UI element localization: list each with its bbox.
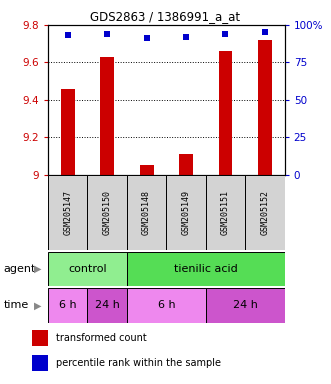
Text: GSM205152: GSM205152 [260, 190, 269, 235]
Text: 6 h: 6 h [59, 300, 76, 310]
Text: GSM205149: GSM205149 [181, 190, 191, 235]
Text: transformed count: transformed count [56, 333, 146, 343]
Text: 24 h: 24 h [95, 300, 119, 310]
Bar [48, 175, 87, 250]
Text: ▶: ▶ [34, 300, 42, 310]
Bar [140, 166, 154, 175]
Bar [218, 51, 232, 175]
Bar [166, 175, 206, 250]
Bar [127, 288, 206, 323]
Bar [32, 330, 48, 346]
Bar [206, 175, 245, 250]
Bar [48, 252, 127, 286]
Text: time: time [3, 300, 28, 310]
Text: GSM205147: GSM205147 [63, 190, 72, 235]
Text: percentile rank within the sample: percentile rank within the sample [56, 358, 220, 368]
Bar [258, 40, 272, 175]
Bar [127, 175, 166, 250]
Bar [87, 175, 127, 250]
Text: tienilic acid: tienilic acid [174, 264, 238, 274]
Point [65, 32, 71, 38]
Text: agent: agent [3, 264, 36, 274]
Point [183, 34, 189, 40]
Text: GDS2863 / 1386991_a_at: GDS2863 / 1386991_a_at [90, 10, 241, 23]
Point [105, 31, 110, 37]
Bar [61, 89, 74, 175]
Text: ▶: ▶ [34, 264, 42, 274]
Text: control: control [68, 264, 107, 274]
Bar [206, 288, 285, 323]
Point [144, 35, 149, 41]
Bar [127, 252, 285, 286]
Point [262, 30, 267, 36]
Bar [179, 154, 193, 175]
Bar [87, 288, 127, 323]
Text: GSM205150: GSM205150 [103, 190, 112, 235]
Text: GSM205148: GSM205148 [142, 190, 151, 235]
Bar [48, 288, 87, 323]
Text: 6 h: 6 h [158, 300, 175, 310]
Point [223, 31, 228, 37]
Text: 24 h: 24 h [233, 300, 258, 310]
Bar [245, 175, 285, 250]
Bar [32, 355, 48, 371]
Bar [100, 57, 114, 175]
Text: GSM205151: GSM205151 [221, 190, 230, 235]
